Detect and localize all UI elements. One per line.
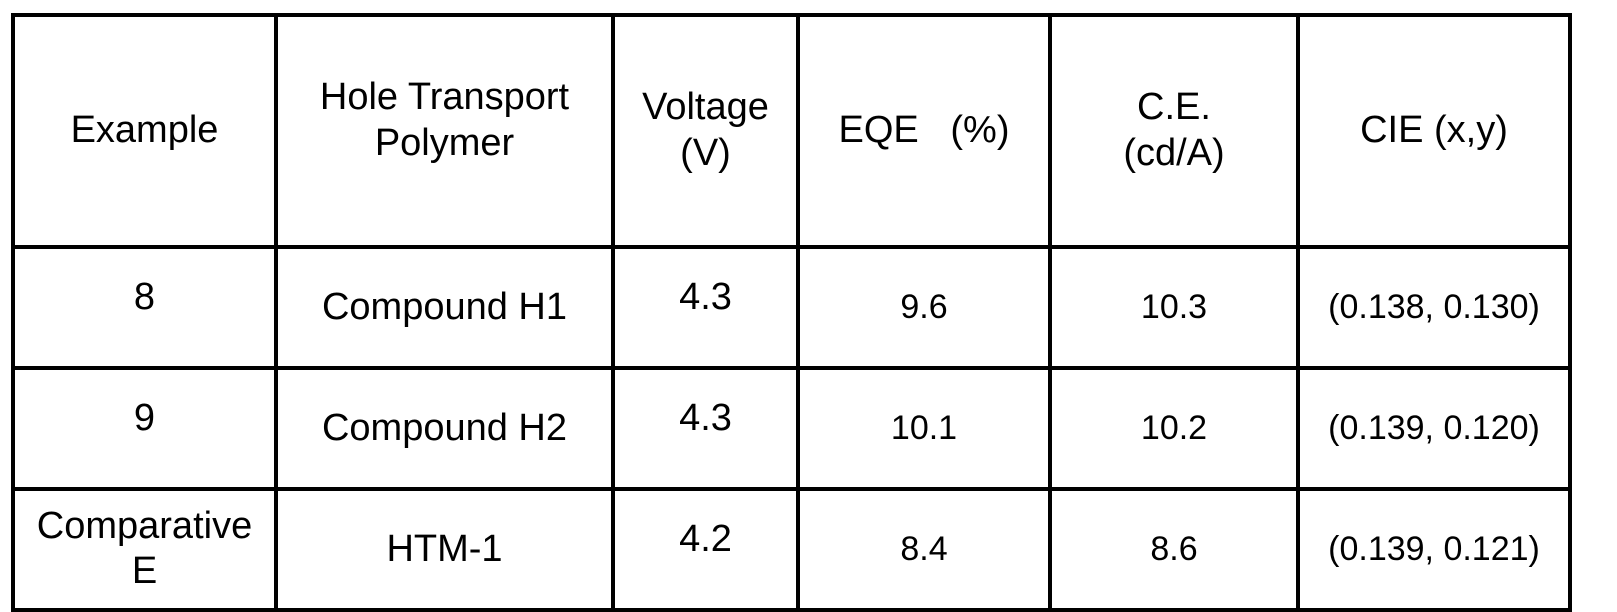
cell-eqe: 8.4 (796, 486, 1052, 612)
cell-eqe: 10.1 (796, 365, 1052, 491)
cell-polymer: Compound H2 (274, 365, 615, 491)
cell-example-text: 8 (133, 275, 156, 318)
table-header-row: Example Hole Transport Polymer Voltage (… (11, 13, 1572, 249)
header-example-label: Example (70, 109, 219, 152)
header-voltage: Voltage (V) (611, 13, 800, 249)
cell-example: Comparative E (11, 486, 278, 612)
header-ce-line-2: (cd/A) (1123, 131, 1225, 174)
header-voltage-line-1: Voltage (642, 86, 769, 129)
header-cie-label: CIE (x,y) (1360, 109, 1508, 152)
cell-polymer: HTM-1 (274, 486, 615, 612)
header-ce-line-1: C.E. (1137, 86, 1211, 129)
cell-cie: (0.138, 0.130) (1296, 244, 1572, 370)
cell-eqe: 9.6 (796, 244, 1052, 370)
cell-example-line-2: E (131, 550, 158, 593)
table-row: 8 Compound H1 4.3 9.6 10.3 (0.138, 0.130… (11, 244, 1572, 370)
header-current-efficiency: C.E. (cd/A) (1048, 13, 1300, 249)
cell-example-line-1: Comparative (36, 504, 253, 547)
table-row: 9 Compound H2 4.3 10.1 10.2 (0.139, 0.12… (11, 365, 1572, 491)
cell-cie: (0.139, 0.120) (1296, 365, 1572, 491)
header-hole-transport-polymer: Hole Transport Polymer (274, 13, 615, 249)
cell-ce: 8.6 (1048, 486, 1300, 612)
cell-voltage: 4.2 (611, 486, 800, 612)
header-polymer-line-2: Polymer (374, 121, 515, 164)
cell-polymer: Compound H1 (274, 244, 615, 370)
cell-voltage: 4.3 (611, 244, 800, 370)
cell-example-text: 9 (133, 396, 156, 439)
header-eqe-label: EQE (%) (838, 109, 1010, 152)
cell-ce: 10.3 (1048, 244, 1300, 370)
header-cie: CIE (x,y) (1296, 13, 1572, 249)
header-eqe: EQE (%) (796, 13, 1052, 249)
header-polymer-line-1: Hole Transport (319, 76, 570, 119)
results-table: Example Hole Transport Polymer Voltage (… (11, 13, 1572, 612)
cell-voltage: 4.3 (611, 365, 800, 491)
header-example: Example (11, 13, 278, 249)
cell-ce: 10.2 (1048, 365, 1300, 491)
table-row: Comparative E HTM-1 4.2 8.4 8.6 (0.139, … (11, 486, 1572, 612)
cell-cie: (0.139, 0.121) (1296, 486, 1572, 612)
cell-example: 8 (11, 244, 278, 370)
header-voltage-line-2: (V) (680, 131, 731, 174)
cell-example: 9 (11, 365, 278, 491)
